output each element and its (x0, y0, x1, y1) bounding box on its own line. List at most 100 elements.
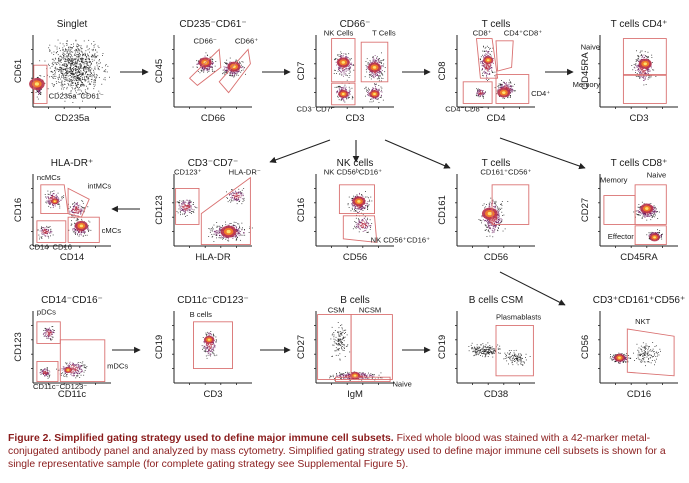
x-axis-label: CD235a (55, 113, 91, 124)
gate-label: mDCs (107, 362, 128, 371)
gate-label: CD11c⁻CD123⁻ (33, 382, 87, 391)
gate-label: NCSM (359, 305, 381, 314)
panel-title: CD14⁻CD16⁻ (41, 295, 103, 306)
y-axis-label: CD161 (437, 195, 448, 225)
arrow-tcells-to-tcd8 (499, 137, 586, 170)
panel-bcsm: B cells CSM Plasmablasts CD38 CD19 (437, 295, 541, 400)
gate-0 (331, 38, 356, 83)
panel-title: CD235⁻CD61⁻ (179, 19, 246, 30)
x-axis-label: CD3 (345, 113, 364, 124)
gate-label: NK CD56⁺CD16⁺ (371, 235, 431, 244)
panel-title: B cells (340, 295, 369, 306)
gate-label: CD4⁻CD8⁻ (445, 104, 483, 113)
x-axis-label: CD66 (201, 113, 225, 124)
gate-2 (36, 360, 59, 383)
gate-label: Memory (600, 176, 628, 185)
gate-label: CD66⁻ (194, 37, 217, 46)
gate-1 (495, 40, 514, 72)
gate-label: NK Cells (324, 29, 354, 38)
x-axis-label: CD11c (58, 389, 87, 400)
caption-text: Fixed whole blood was stained with a 42-… (8, 433, 666, 471)
panel-title: T cells CD4⁺ (611, 19, 668, 30)
gate-label: CD4⁺ (531, 89, 550, 98)
panel-cd14cd16: CD14⁻CD16⁻ pDCs mDCs CD11c⁻CD123⁻CD11c CD123 (13, 295, 128, 400)
panel-title: CD66⁻ (340, 19, 371, 30)
event-cloud (609, 342, 661, 367)
panel-title: B cells CSM (469, 295, 523, 306)
y-axis-label: CD19 (154, 335, 165, 359)
gate-0 (188, 48, 222, 86)
gate-2 (495, 74, 530, 104)
figure-caption: Figure 2. Simplified gating strategy use… (8, 432, 684, 472)
gate-label: T Cells (372, 29, 396, 38)
gate-label: CD14⁻CD16⁻ (29, 243, 76, 252)
gate-0 (491, 184, 530, 225)
y-axis-label: CD16 (296, 198, 307, 222)
panel-cd3cd7: CD3⁻CD7⁻CD123⁺ HLA-DR⁻ HLA-DR CD123 (154, 158, 261, 263)
gate-label: CD8⁺ (473, 29, 492, 38)
gate-label: cMCs (102, 226, 122, 235)
x-axis-label: HLA-DR (195, 252, 231, 263)
arrow-cd66neg-to-tcells2 (384, 139, 451, 169)
gate-2 (331, 82, 356, 106)
gate-1 (218, 48, 251, 94)
x-axis-label: CD45RA (620, 252, 658, 263)
x-axis-label: CD3 (203, 389, 222, 400)
gating-diagram: Singlet CD235a⁻CD61⁻ CD235a CD61 CD235⁻CD61⁻… (13, 19, 685, 400)
panel-cd235-cd61: CD235⁻CD61⁻ CD66⁻ CD66⁺ CD66 CD45 (154, 19, 258, 124)
panel-singlet: Singlet CD235a⁻CD61⁻ CD235a CD61 (13, 19, 111, 124)
event-cloud (35, 39, 110, 103)
gate-label: CD4⁺CD8⁺ (504, 29, 542, 38)
gate-0 (476, 38, 499, 79)
gate-0 (495, 324, 534, 377)
panel-title: CD3⁻CD7⁻ (188, 158, 239, 169)
y-axis-label: CD56 (580, 335, 591, 359)
arrow-tcells2-to-nkt (499, 271, 566, 306)
y-axis-label: CD45RA (580, 52, 591, 90)
gate-label: Effector (608, 232, 635, 241)
gate-2 (67, 216, 100, 243)
y-axis-label: CD19 (437, 335, 448, 359)
panel-title: T cells CD8⁺ (611, 158, 668, 169)
gate-label: B cells (190, 310, 213, 319)
panel-cd11c: CD11c⁻CD123⁻ B cells CD3 CD19 (154, 295, 252, 400)
gate-label: intMCs (88, 181, 112, 190)
y-axis-label: CD61 (13, 59, 24, 83)
x-axis-label: CD16 (627, 389, 651, 400)
y-axis-label: CD27 (580, 198, 591, 222)
panel-title: T cells (482, 158, 511, 169)
gate-2 (634, 225, 667, 246)
panel-cd66neg: CD66⁻NK Cells T Cells CD3⁻CD7⁻ CD3 CD7 (296, 19, 396, 124)
gate-label: Naive (647, 171, 666, 180)
gate-label: CD3⁻CD7⁻ (297, 104, 335, 113)
x-axis-label: CD38 (484, 389, 508, 400)
gate-label: ncMCs (37, 173, 61, 182)
gate-1 (350, 314, 393, 380)
event-cloud (468, 342, 531, 366)
y-axis-label: CD7 (296, 61, 307, 80)
y-axis-label: CD123 (154, 195, 165, 225)
gate-0 (175, 187, 200, 225)
event-cloud (39, 326, 88, 379)
panel-title: Singlet (57, 19, 88, 30)
gate-1 (200, 176, 251, 246)
x-axis-label: CD56 (343, 252, 367, 263)
gate-1 (622, 74, 667, 104)
y-axis-label: CD8 (437, 61, 448, 80)
y-axis-label: CD27 (296, 335, 307, 359)
panel-title: CD11c⁻CD123⁻ (177, 295, 249, 306)
panel-tcd8: T cells CD8⁺ Memory Naive Effector CD45RA CD2… (580, 158, 678, 263)
panel-title: T cells (482, 19, 511, 30)
x-axis-label: CD3 (629, 113, 648, 124)
gate-1 (59, 339, 106, 383)
x-axis-label: CD4 (486, 113, 505, 124)
panel-tcd4: T cells CD4⁺ Naive Memory CD3 CD45RA (573, 19, 678, 124)
panel-hladr: HLA-DR⁺ ncMCs intMCs cMCs CD14⁻CD16⁻CD14 CD16 (13, 158, 121, 263)
gate-0 (33, 64, 48, 104)
gate-3 (36, 220, 67, 243)
